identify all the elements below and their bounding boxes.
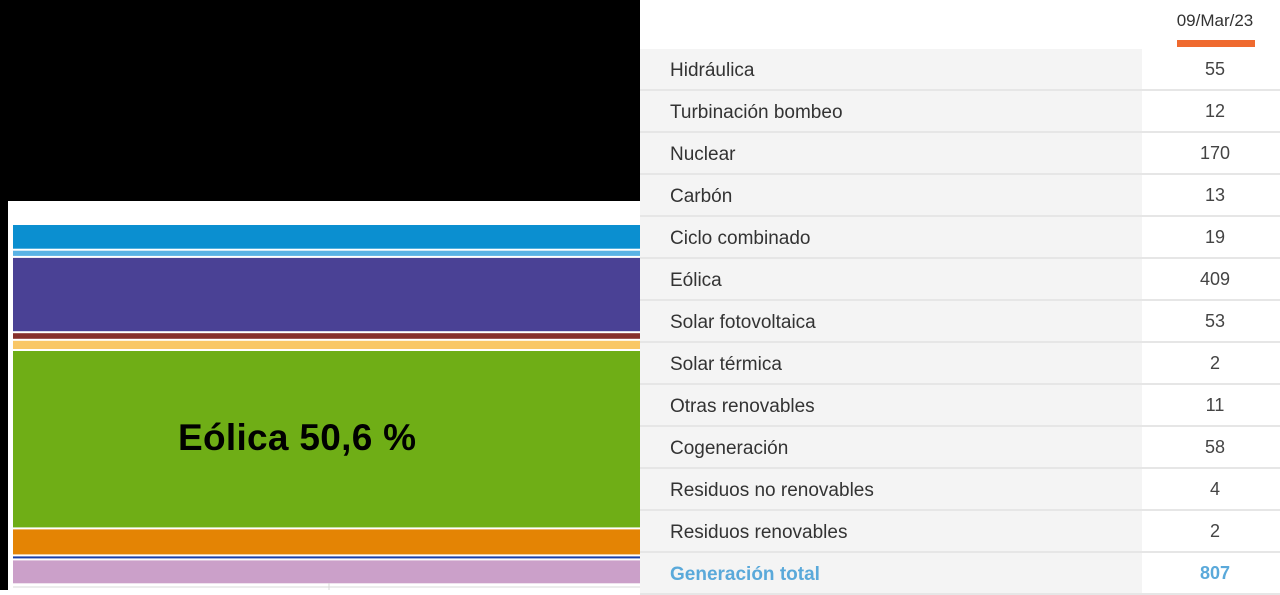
row-value-cell: 13	[1142, 175, 1280, 217]
row-value-cell: 11	[1142, 385, 1280, 427]
total-value: 807	[1199, 563, 1231, 583]
row-label-cell: Otras renovables	[640, 385, 1142, 427]
table-total-row: Generación total 807	[640, 553, 1280, 595]
row-value-cell: 19	[1142, 217, 1280, 259]
row-value: 11	[1205, 395, 1225, 415]
table-row: Nuclear 170	[640, 133, 1280, 175]
row-value: 13	[1204, 185, 1226, 205]
date-column-header[interactable]: 09/Mar/23	[1142, 0, 1280, 48]
row-label-cell: Generación total	[640, 553, 1142, 595]
date-label: 09/Mar/23	[1176, 11, 1254, 30]
table-row: Hidráulica 55	[640, 49, 1280, 91]
bar-segment[interactable]	[13, 340, 640, 349]
table-row: Solar fotovoltaica 53	[640, 301, 1280, 343]
row-label: Cogeneración	[670, 438, 789, 459]
row-label: Turbinación bombeo	[670, 102, 843, 123]
bar-segment[interactable]	[13, 225, 640, 249]
row-label-cell: Carbón	[640, 175, 1142, 217]
row-value: 2	[1209, 521, 1220, 541]
table-row: Eólica 409	[640, 259, 1280, 301]
row-value: 170	[1199, 143, 1231, 163]
row-label-cell: Solar fotovoltaica	[640, 301, 1142, 343]
row-value: 12	[1204, 101, 1226, 121]
row-label: Ciclo combinado	[670, 228, 811, 249]
row-label-cell: Nuclear	[640, 133, 1142, 175]
row-value: 19	[1204, 227, 1226, 247]
row-value-cell: 58	[1142, 427, 1280, 469]
row-label: Residuos renovables	[670, 522, 848, 543]
table-row: Residuos renovables 2	[640, 511, 1280, 553]
table-row: Solar térmica 2	[640, 343, 1280, 385]
row-value: 4	[1209, 479, 1220, 499]
row-label: Otras renovables	[670, 396, 815, 417]
row-label-cell: Ciclo combinado	[640, 217, 1142, 259]
row-value-cell: 4	[1142, 469, 1280, 511]
bar-segment[interactable]	[13, 556, 640, 559]
chart-annotation: Eólica 50,6 %	[178, 417, 417, 458]
table-row: Cogeneración 58	[640, 427, 1280, 469]
row-value-cell: 2	[1142, 343, 1280, 385]
active-date-indicator	[1177, 40, 1255, 47]
row-value: 409	[1199, 269, 1231, 289]
bar-segment[interactable]	[13, 351, 640, 528]
row-label-cell: Cogeneración	[640, 427, 1142, 469]
row-label: Residuos no renovables	[670, 480, 874, 501]
table-row: Turbinación bombeo 12	[640, 91, 1280, 133]
row-value-cell: 409	[1142, 259, 1280, 301]
row-label: Solar fotovoltaica	[670, 312, 816, 333]
table-row: Ciclo combinado 19	[640, 217, 1280, 259]
row-label-cell: Residuos no renovables	[640, 469, 1142, 511]
row-value-cell: 55	[1142, 49, 1280, 91]
stacked-bar-chart: Eólica 50,6 %	[8, 201, 640, 590]
row-label: Eólica	[670, 270, 722, 291]
bar-segment[interactable]	[13, 250, 640, 256]
total-label: Generación total	[670, 564, 820, 585]
row-label-cell: Solar térmica	[640, 343, 1142, 385]
table-row: Residuos no renovables 4	[640, 469, 1280, 511]
row-label: Solar térmica	[670, 354, 782, 375]
row-label: Carbón	[670, 186, 733, 207]
row-value-cell: 170	[1142, 133, 1280, 175]
row-value: 58	[1204, 437, 1226, 457]
chart-panel: Eólica 50,6 %	[0, 0, 640, 590]
table-row: Otras renovables 11	[640, 385, 1280, 427]
row-label-cell: Turbinación bombeo	[640, 91, 1142, 133]
row-label: Nuclear	[670, 144, 736, 165]
row-value-cell: 807	[1142, 553, 1280, 595]
row-value: 55	[1204, 59, 1226, 79]
bar-segment[interactable]	[13, 560, 640, 584]
stacked-bar-svg	[13, 225, 640, 590]
table-row: Carbón 13	[640, 175, 1280, 217]
row-value-cell: 53	[1142, 301, 1280, 343]
row-value: 2	[1209, 353, 1220, 373]
row-value: 53	[1204, 311, 1226, 331]
bar-segment[interactable]	[13, 529, 640, 555]
bar-segment[interactable]	[13, 257, 640, 332]
bar-segment[interactable]	[13, 333, 640, 339]
row-label-cell: Residuos renovables	[640, 511, 1142, 553]
row-label: Hidráulica	[670, 60, 755, 81]
row-value-cell: 12	[1142, 91, 1280, 133]
row-value-cell: 2	[1142, 511, 1280, 553]
row-label-cell: Hidráulica	[640, 49, 1142, 91]
row-label-cell: Eólica	[640, 259, 1142, 301]
